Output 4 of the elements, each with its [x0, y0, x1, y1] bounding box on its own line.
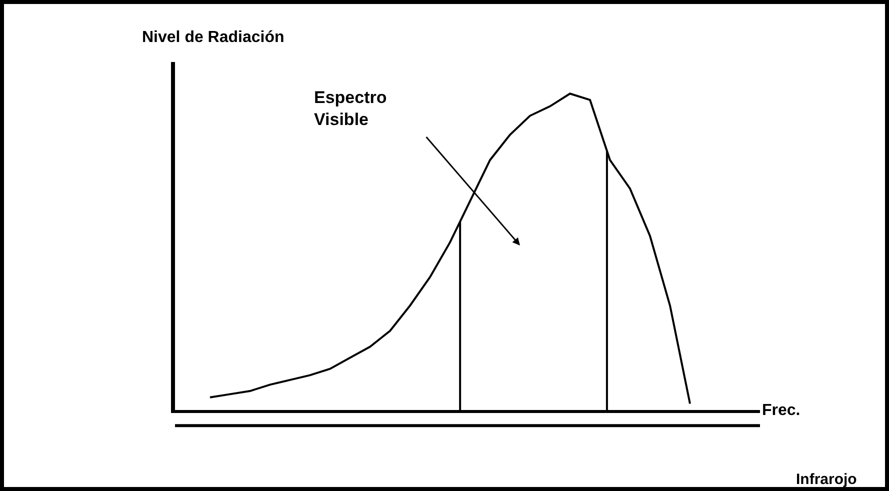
- y-axis-title: Nivel de Radiación: [142, 29, 284, 46]
- text: Infrarojo: [796, 471, 857, 488]
- x-axis-title: Frec.: [762, 402, 800, 419]
- annotation: Espectro Visible: [314, 88, 387, 130]
